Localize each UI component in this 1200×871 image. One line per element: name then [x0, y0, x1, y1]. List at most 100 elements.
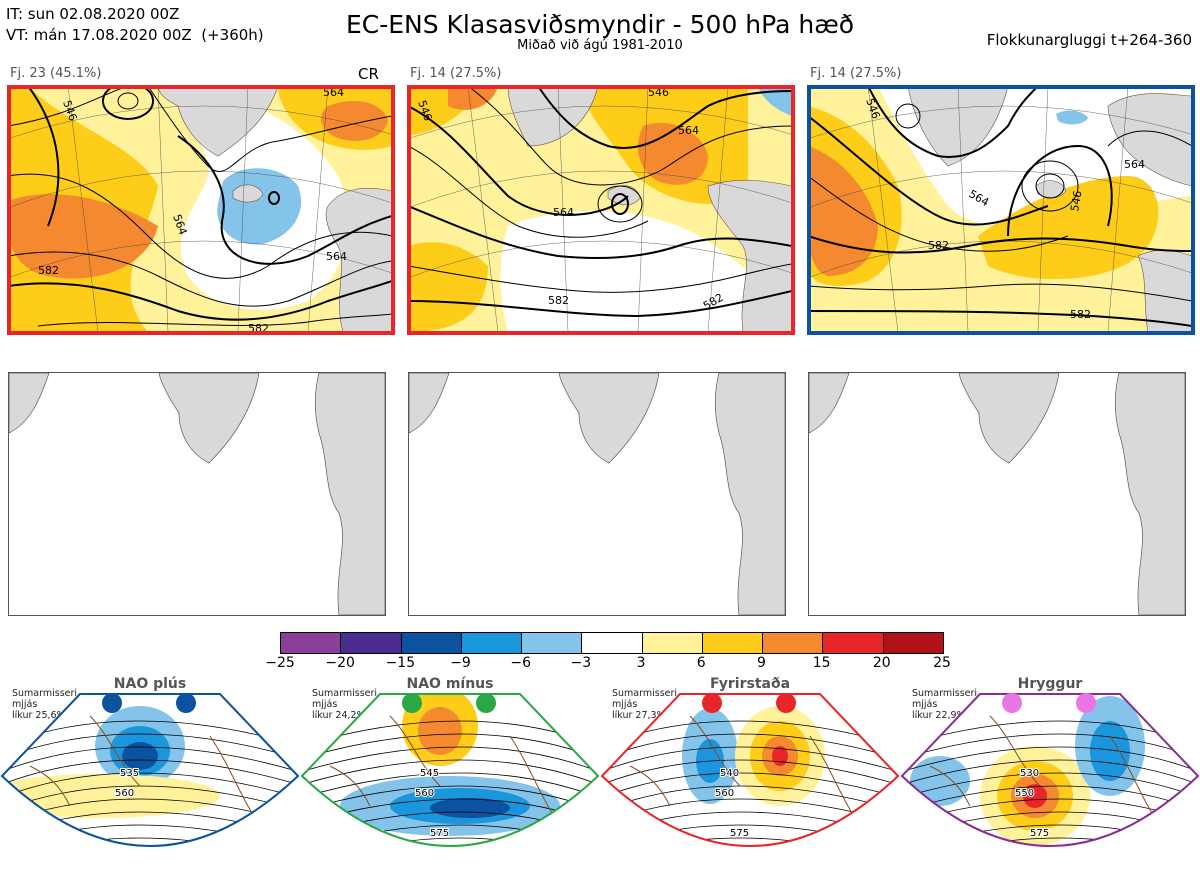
- graticule: [8, 86, 392, 332]
- regime-contour-label: 560: [115, 788, 134, 799]
- colorbar-swatch: [400, 633, 461, 653]
- height-contours: [808, 86, 1192, 327]
- colorbar-swatch: [641, 633, 702, 653]
- base-map-1: [8, 372, 386, 616]
- contour-label: 546: [648, 86, 669, 99]
- cluster-map-2: 546 564 564 546 582 582: [408, 86, 792, 332]
- contour-label: 564: [678, 124, 699, 137]
- iceland-land: [232, 184, 264, 203]
- anomaly-blob: [1022, 850, 1058, 862]
- greenland-land: [507, 86, 599, 147]
- regime-contour-label: 575: [1030, 828, 1049, 839]
- regime-contour-label: 575: [730, 828, 749, 839]
- regime-marker-dot: [102, 693, 122, 713]
- regime-info: Sumarmisseri mjjás líkur 22,9%: [912, 688, 977, 721]
- regime-season: Sumarmisseri: [912, 688, 978, 699]
- colorbar-tick-label: 6: [696, 655, 706, 671]
- regime-note: mjjás: [612, 699, 638, 710]
- greenland-land: [157, 86, 279, 157]
- contour-label: 564: [326, 250, 347, 263]
- cluster-map-3: 546 564 564 546 582 582: [808, 86, 1192, 332]
- regime-marker-dot: [1076, 693, 1096, 713]
- contour-label: 564: [323, 86, 344, 99]
- colorbar-swatch: [521, 633, 582, 653]
- panel-1-label: Fj. 23 (45.1%): [10, 66, 102, 81]
- regime-contour: [2, 837, 298, 846]
- regime-info: Sumarmisseri mjjás líkur 27,3%: [612, 688, 677, 721]
- colorbar-tick-label: 25: [933, 655, 951, 671]
- regime-likelihood: líkur 24,2%: [312, 710, 366, 721]
- regime-season: Sumarmisseri: [612, 688, 678, 699]
- regime-likelihood: líkur 25,6%: [12, 710, 66, 721]
- regime-note: mjjás: [312, 699, 338, 710]
- regime-contour: [902, 772, 1198, 799]
- regime-marker-dot: [476, 693, 496, 713]
- regime-title: Fyrirstaða: [709, 676, 791, 692]
- scandinavia-land: [1107, 93, 1192, 187]
- regime-note: mjjás: [912, 699, 938, 710]
- regime-contour: [602, 837, 898, 846]
- anomaly-negative-fill: [1056, 110, 1088, 125]
- greenland-land: [158, 373, 260, 464]
- regime-contour: [602, 772, 898, 799]
- regime-marker-dot: [776, 693, 796, 713]
- anomaly-positive-sw: [408, 242, 488, 332]
- europe-land: [714, 373, 785, 615]
- colorbar-swatch: [701, 633, 763, 653]
- anomaly-strong-positive-nw: [448, 86, 498, 110]
- anomaly-blob: [910, 756, 970, 806]
- panel-1-frame: [7, 85, 395, 335]
- regime-contour: [302, 746, 598, 773]
- regime-likelihood: líkur 27,3%: [612, 710, 666, 721]
- base-map-3: [808, 372, 1186, 616]
- contour-label: 582: [1070, 308, 1091, 321]
- colorbar-tick-label: 3: [636, 655, 646, 671]
- base-map-2: [408, 372, 786, 616]
- regime-contour-label: 560: [715, 788, 734, 799]
- colorbar-tick-label: 20: [872, 655, 891, 671]
- colorbar-tick-label: 9: [756, 655, 766, 671]
- regime-map: 535 560: [0, 693, 300, 847]
- anomaly-blob: [122, 742, 158, 770]
- regime-contour: [302, 733, 598, 760]
- regime-title: NAO mínus: [406, 676, 494, 692]
- colorbar-swatch: [762, 633, 823, 653]
- regime-likelihood: líkur 22,9%: [912, 710, 966, 721]
- regime-contour: [2, 759, 298, 786]
- regime-contour: [2, 733, 298, 760]
- colorbar-tick-label: −25: [265, 655, 295, 671]
- colorbar-tick-label: −9: [450, 655, 471, 671]
- regime-info: Sumarmisseri mjjás líkur 24,2%: [312, 688, 377, 721]
- panel-1-tag: CR: [358, 65, 379, 83]
- regime-contour: [602, 746, 898, 773]
- height-contours: [8, 86, 392, 327]
- colorbar-swatch: [460, 633, 522, 653]
- regime-frame: [300, 693, 600, 847]
- contour-label: 546: [1068, 190, 1084, 213]
- regime-contour: [902, 837, 1198, 846]
- regime-marker-dot: [1002, 693, 1022, 713]
- regime-contour: [902, 785, 1198, 812]
- anomaly-neutral-fill: [500, 211, 788, 332]
- regime-contour-label: 560: [415, 788, 434, 799]
- colorbar-swatch: [581, 633, 642, 653]
- canada-land: [409, 373, 450, 434]
- regime-contour: [602, 733, 898, 760]
- regime-frame: [0, 693, 300, 847]
- colorbar-tick-label: −3: [570, 655, 592, 671]
- colorbar-tick-label: −15: [385, 655, 416, 671]
- regime-contour-label: 535: [120, 768, 139, 779]
- initial-time: IT: sun 02.08.2020 00Z: [6, 5, 180, 23]
- anomaly-blob: [1023, 784, 1047, 808]
- regime-map: 540 560 575: [600, 693, 900, 847]
- contour-label: 564: [553, 206, 574, 219]
- regime-contour-label: 550: [1015, 788, 1034, 799]
- cluster-map-1: 546 564 582 564 582 564: [8, 86, 392, 332]
- regime-contour: [602, 759, 898, 786]
- colorbar-tick-label: −20: [325, 655, 355, 671]
- europe-land: [314, 373, 385, 615]
- header-times: IT: sun 02.08.2020 00Z VT: mán 17.08.2020…: [6, 4, 264, 46]
- regime-contour: [902, 733, 1198, 760]
- regime-map: 530 550 575: [900, 693, 1200, 862]
- regime-title: Hryggur: [1017, 676, 1083, 692]
